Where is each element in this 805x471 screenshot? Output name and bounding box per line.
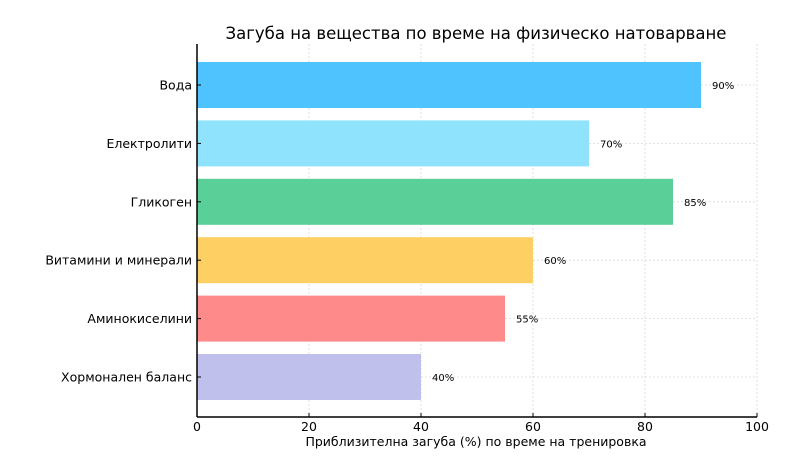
data-label: 55% bbox=[516, 315, 538, 326]
data-label: 40% bbox=[432, 373, 454, 384]
data-label: 70% bbox=[600, 139, 622, 150]
x-axis-label: Приблизителна загуба (%) по време на тре… bbox=[305, 434, 646, 449]
x-tick-label: 80 bbox=[637, 419, 653, 434]
chart-title: Загуба на вещества по време на физическо… bbox=[226, 24, 727, 43]
bar bbox=[197, 120, 589, 167]
bar bbox=[197, 295, 505, 342]
bar bbox=[197, 62, 701, 108]
data-label: 60% bbox=[544, 256, 566, 267]
y-tick-label: Хормонален баланс bbox=[61, 370, 192, 385]
data-label: 90% bbox=[712, 81, 734, 92]
bar bbox=[197, 237, 533, 284]
y-tick-label: Електролити bbox=[106, 136, 192, 151]
x-tick-label: 0 bbox=[193, 419, 201, 434]
y-tick-label: Вода bbox=[159, 78, 192, 93]
axes: 0 20 40 60 80 100 Вода Електролити Гликоген Витам… bbox=[45, 44, 769, 434]
bar bbox=[197, 354, 421, 400]
bars: 90% 70% 85% 60% 55% 40% bbox=[197, 62, 734, 400]
x-tick-label: 40 bbox=[413, 419, 429, 434]
x-tick-label: 20 bbox=[301, 419, 317, 434]
x-tick-label: 100 bbox=[745, 419, 769, 434]
data-label: 85% bbox=[684, 198, 706, 209]
x-tick-label: 60 bbox=[525, 419, 541, 434]
y-tick-label: Гликоген bbox=[131, 194, 192, 209]
y-tick-label: Аминокиселини bbox=[87, 311, 192, 326]
bar bbox=[197, 178, 673, 225]
y-tick-label: Витамини и минерали bbox=[45, 253, 192, 268]
